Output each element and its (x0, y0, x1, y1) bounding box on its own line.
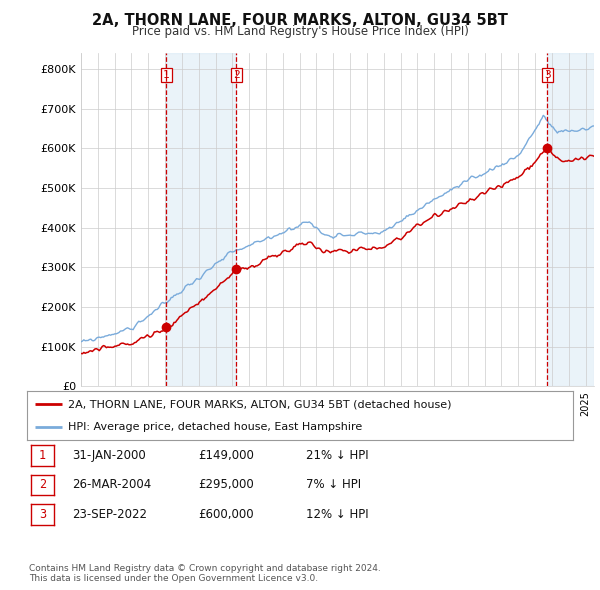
Text: 2: 2 (39, 478, 46, 491)
Text: £149,000: £149,000 (198, 449, 254, 462)
Text: 1: 1 (163, 70, 170, 80)
Bar (547, 53, 594, 386)
Text: £600,000: £600,000 (198, 508, 254, 521)
Text: 23-SEP-2022: 23-SEP-2022 (72, 508, 147, 521)
Text: 2A, THORN LANE, FOUR MARKS, ALTON, GU34 5BT: 2A, THORN LANE, FOUR MARKS, ALTON, GU34 … (92, 13, 508, 28)
Text: Price paid vs. HM Land Registry's House Price Index (HPI): Price paid vs. HM Land Registry's House … (131, 25, 469, 38)
Text: 21% ↓ HPI: 21% ↓ HPI (306, 449, 368, 462)
Text: 26-MAR-2004: 26-MAR-2004 (72, 478, 151, 491)
Text: 7% ↓ HPI: 7% ↓ HPI (306, 478, 361, 491)
Text: 3: 3 (544, 70, 551, 80)
Text: HPI: Average price, detached house, East Hampshire: HPI: Average price, detached house, East… (68, 422, 362, 432)
Text: 3: 3 (39, 508, 46, 521)
Text: 1: 1 (39, 449, 46, 462)
Text: £295,000: £295,000 (198, 478, 254, 491)
Text: 31-JAN-2000: 31-JAN-2000 (72, 449, 146, 462)
Text: 2: 2 (233, 70, 239, 80)
Text: Contains HM Land Registry data © Crown copyright and database right 2024.
This d: Contains HM Land Registry data © Crown c… (29, 563, 380, 583)
Text: 12% ↓ HPI: 12% ↓ HPI (306, 508, 368, 521)
Text: 2A, THORN LANE, FOUR MARKS, ALTON, GU34 5BT (detached house): 2A, THORN LANE, FOUR MARKS, ALTON, GU34 … (68, 399, 451, 409)
Bar (166, 53, 236, 386)
